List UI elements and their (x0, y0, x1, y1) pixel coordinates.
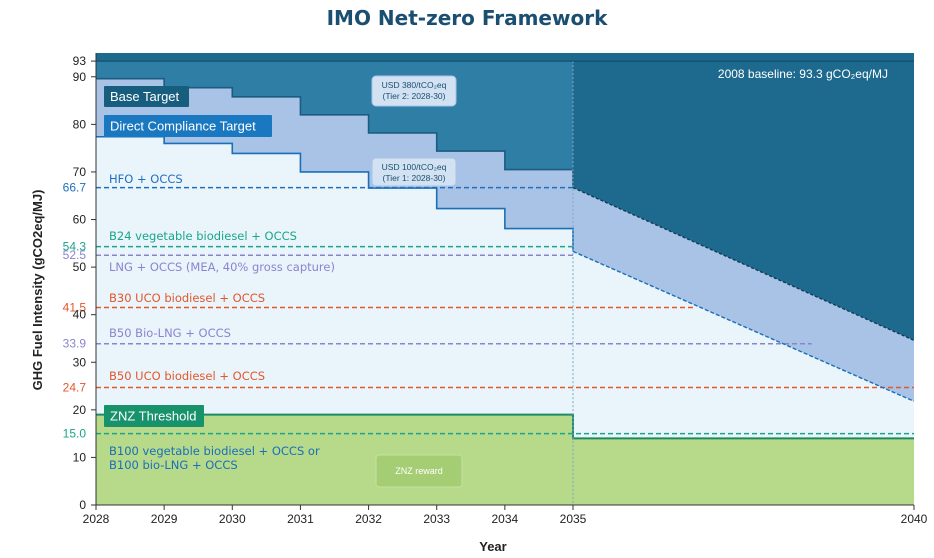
pathway-label: B50 UCO biodiesel + OCCS (109, 369, 265, 383)
direct-compliance-target-line (96, 135, 574, 252)
pathway-label: LNG + OCCS (MEA, 40% gross capture) (109, 260, 335, 274)
x-axis-label: Year (479, 539, 506, 554)
y-tick-label: 90 (73, 70, 87, 84)
x-tick-label: 2028 (83, 512, 110, 526)
reference-value-label: 15.0 (63, 427, 87, 441)
y-tick-label: 80 (73, 117, 87, 131)
chart-title: IMO Net-zero Framework (326, 6, 608, 30)
reference-value-label: 24.7 (63, 380, 87, 394)
reference-value-label: 54.3 (63, 240, 87, 254)
znz-reward-box (375, 454, 463, 488)
y-tick-label: 30 (73, 355, 87, 369)
chart-overlays: 2008 baseline: 93.3 gCO₂eq/MJ Base Target… (96, 60, 915, 505)
znz-threshold-box (104, 405, 204, 427)
direct-compliance-target-box (104, 115, 272, 137)
pathway-label: B100 vegetable biodiesel + OCCS or B100 b… (109, 444, 320, 472)
direct-compliance-projection-line (572, 250, 915, 402)
tier1-note-text: USD 100/tCO₂eq (Tier 1: 2028-30) (382, 162, 447, 183)
baseline-band (96, 53, 914, 62)
tier2-note-box (371, 75, 457, 107)
y-tick-label: 40 (73, 308, 87, 322)
x-tick-label: 2040 (901, 512, 928, 526)
znz-reward-label: ZNZ reward (395, 466, 443, 476)
x-tick-label: 2034 (492, 512, 519, 526)
x-tick-label: 2035 (560, 512, 587, 526)
pathway-label: B24 vegetable biodiesel + OCCS (109, 229, 297, 243)
base-target-label: Base Target (110, 89, 180, 104)
x-tick-label: 2030 (219, 512, 246, 526)
y-tick-label: 20 (73, 403, 87, 417)
x-tick-label: 2032 (355, 512, 382, 526)
reference-value-label: 33.9 (63, 337, 87, 351)
tier2-note-text: USD 380/tCO₂eq (Tier 2: 2028-30) (382, 80, 447, 101)
y-tick-label: 0 (79, 498, 86, 512)
x-tick-label: 2033 (423, 512, 450, 526)
pathway-label: HFO + OCCS (109, 172, 183, 186)
x-tick-label: 2031 (287, 512, 314, 526)
y-tick-label: 70 (73, 165, 87, 179)
x-tick-label: 2029 (151, 512, 178, 526)
direct-compliance-target-label: Direct Compliance Target (110, 119, 256, 134)
znz-area (96, 414, 914, 505)
base-target-projection-line (572, 187, 915, 342)
base-target-box (104, 86, 189, 107)
znz-threshold-label: ZNZ Threshold (110, 409, 196, 424)
y-axis-label: GHG Fuel Intensity (gCO2eq/MJ) (30, 190, 45, 391)
reference-value-label: 41.5 (63, 301, 87, 315)
reference-value-label: 52.5 (63, 248, 87, 262)
pathway-label: B30 UCO biodiesel + OCCS (109, 291, 265, 305)
pathway-label: B50 Bio-LNG + OCCS (109, 326, 231, 340)
reference-lines: 66.7 HFO + OCCS 54.3 B24 vegetable biodiese… (63, 172, 914, 472)
chart-areas (96, 53, 914, 506)
reference-value-label: 66.7 (63, 181, 87, 195)
y-tick-label: 93 (73, 54, 87, 68)
baseline-note: 2008 baseline: 93.3 gCO₂eq/MJ (718, 67, 888, 81)
y-tick-label: 10 (73, 450, 87, 464)
tier1-note-box (371, 157, 457, 187)
y-tick-label: 60 (73, 213, 87, 227)
compliant-area (96, 136, 914, 505)
y-tick-label: 50 (73, 260, 87, 274)
